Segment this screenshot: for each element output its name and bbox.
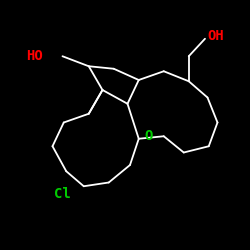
Text: OH: OH xyxy=(207,29,224,43)
Text: O: O xyxy=(144,129,153,143)
Text: Cl: Cl xyxy=(54,187,70,201)
Text: HO: HO xyxy=(26,49,43,63)
